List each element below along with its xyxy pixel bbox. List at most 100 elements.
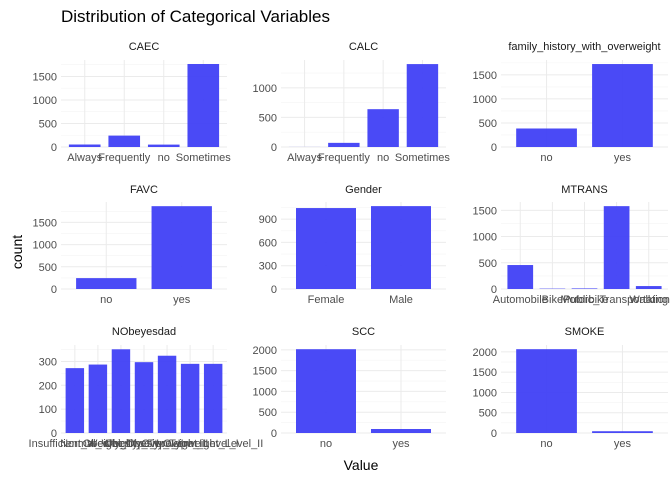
- facet-title: family_history_with_overweight: [508, 41, 660, 53]
- x-tick-label: Female: [308, 294, 345, 306]
- facet-nobeyesdad: 0 100 200 300 Insufficient_WeightNormal_Weig…: [29, 326, 264, 450]
- x-tick-label: Sometimes: [395, 152, 451, 164]
- bar-no: [367, 109, 399, 147]
- x-tick-label: Public_Transportation: [563, 294, 670, 306]
- y-tick-label: 1500: [473, 367, 497, 379]
- facet-title: CAEC: [129, 41, 160, 53]
- facet-title: SCC: [352, 326, 375, 338]
- y-tick-label: 100: [39, 404, 57, 416]
- bar-sometimes: [187, 63, 220, 147]
- x-tick-label: Obesity_Type_I: [83, 438, 159, 450]
- y-tick-label: 500: [39, 262, 57, 274]
- facet-title: MTRANS: [561, 184, 607, 196]
- facet-favc: 0 500 1000 1500 no yes FAVC: [33, 184, 227, 306]
- facet-mtrans: 0 500 1000 1500 AutomobileBikeMotorbikePubli…: [473, 184, 670, 306]
- y-tick-label: 500: [39, 118, 57, 130]
- bar-no: [516, 349, 577, 433]
- bar-frequently: [328, 142, 360, 147]
- bar-insufficient-weight: [65, 368, 85, 433]
- y-tick-label: 1500: [473, 70, 497, 82]
- y-tick-label: 2000: [473, 347, 497, 359]
- x-tick-label: Obesity_Type_III: [126, 438, 209, 450]
- bar-sometimes: [406, 64, 439, 147]
- x-axis-title: Value: [344, 457, 379, 473]
- y-tick-label: 1500: [473, 205, 497, 217]
- y-tick-label: 0: [491, 142, 497, 154]
- bar-no: [76, 278, 137, 289]
- x-tick-label: Insufficient_Weight: [29, 438, 122, 450]
- facet-gender: 0 300 600 900 Female Male Gender: [259, 184, 446, 306]
- y-tick-label: 0: [271, 428, 277, 440]
- x-tick-label: Overweight_Level_I: [141, 438, 238, 450]
- bar-female: [296, 208, 356, 289]
- x-tick-label: no: [540, 152, 552, 164]
- bar-frequently: [108, 135, 141, 147]
- y-tick-label: 900: [259, 214, 277, 226]
- bar-normal-weight: [88, 364, 108, 433]
- y-tick-label: 1000: [473, 94, 497, 106]
- bar-motorbike: [571, 288, 598, 289]
- x-tick-label: yes: [614, 152, 632, 164]
- x-tick-label: Frequently: [98, 152, 150, 164]
- x-tick-label: Always: [287, 152, 322, 164]
- bar-overweight-level-i: [180, 363, 200, 433]
- facet-title: FAVC: [130, 184, 158, 196]
- bar-yes: [592, 64, 653, 147]
- x-tick-label: Always: [67, 152, 102, 164]
- bar-obesity-type-i: [111, 349, 131, 433]
- y-tick-label: 1000: [33, 240, 57, 252]
- x-tick-label: no: [377, 152, 389, 164]
- x-tick-label: no: [100, 294, 112, 306]
- x-tick-label: no: [158, 152, 170, 164]
- y-tick-label: 500: [479, 408, 497, 420]
- facet-scc: 0 500 1000 1500 2000 no yes SCC: [253, 326, 446, 450]
- bar-no: [296, 349, 356, 433]
- bar-yes: [592, 431, 653, 433]
- y-tick-label: 600: [259, 237, 277, 249]
- y-tick-label: 300: [259, 261, 277, 273]
- x-tick-label: Obesity_Type_II: [104, 438, 184, 450]
- y-tick-label: 1000: [253, 83, 277, 95]
- y-tick-label: 0: [51, 284, 57, 296]
- y-tick-label: 0: [51, 142, 57, 154]
- bar-no: [147, 144, 180, 147]
- y-tick-label: 1500: [33, 217, 57, 229]
- facet-smoke: 0 500 1000 1500 2000 no yes SMOKE: [473, 326, 668, 450]
- y-tick-label: 1000: [253, 386, 277, 398]
- bar-overweight-level-ii: [203, 363, 223, 433]
- bar-obesity-type-iii: [157, 355, 177, 433]
- y-tick-label: 1000: [473, 232, 497, 244]
- x-tick-label: Sometimes: [176, 152, 232, 164]
- bar-yes: [371, 429, 431, 433]
- x-tick-label: yes: [392, 438, 410, 450]
- x-tick-label: Frequently: [318, 152, 370, 164]
- x-tick-label: yes: [614, 438, 632, 450]
- x-tick-label: Walking: [629, 294, 668, 306]
- bar-yes: [151, 206, 212, 289]
- x-tick-label: no: [540, 438, 552, 450]
- y-tick-label: 500: [479, 118, 497, 130]
- bar-public-transportation: [603, 206, 630, 289]
- y-tick-label: 0: [51, 428, 57, 440]
- y-tick-label: 0: [271, 142, 277, 154]
- facet-title: NObeyesdad: [112, 326, 176, 338]
- bar-automobile: [507, 265, 534, 289]
- y-tick-label: 0: [491, 284, 497, 296]
- bar-no: [516, 128, 577, 147]
- y-tick-label: 1000: [473, 387, 497, 399]
- y-tick-label: 2000: [253, 345, 277, 357]
- y-tick-label: 0: [271, 284, 277, 296]
- y-tick-label: 500: [259, 407, 277, 419]
- x-tick-label: no: [320, 438, 332, 450]
- x-tick-label: yes: [173, 294, 191, 306]
- y-tick-label: 1000: [33, 95, 57, 107]
- x-tick-label: Male: [389, 294, 413, 306]
- bar-male: [371, 206, 431, 289]
- y-tick-label: 1500: [33, 71, 57, 83]
- x-tick-label: Normal_Weight: [60, 438, 136, 450]
- y-tick-label: 300: [39, 356, 57, 368]
